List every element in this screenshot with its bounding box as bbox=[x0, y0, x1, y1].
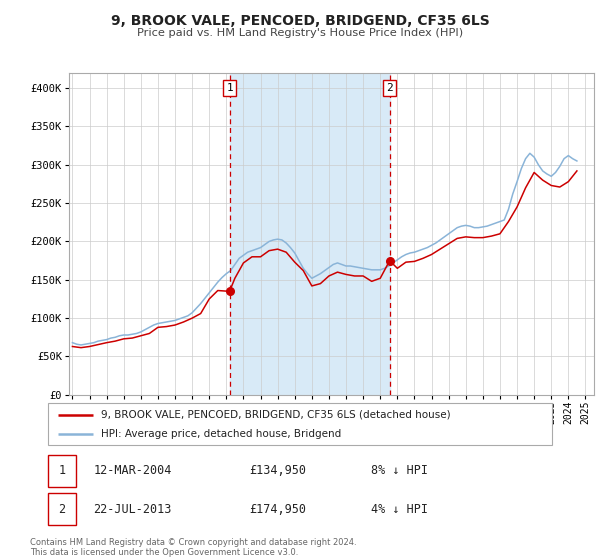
Bar bbox=[230, 73, 389, 395]
Text: HPI: Average price, detached house, Bridgend: HPI: Average price, detached house, Brid… bbox=[101, 429, 341, 439]
Text: 9, BROOK VALE, PENCOED, BRIDGEND, CF35 6LS (detached house): 9, BROOK VALE, PENCOED, BRIDGEND, CF35 6… bbox=[101, 409, 451, 419]
Text: 9, BROOK VALE, PENCOED, BRIDGEND, CF35 6LS: 9, BROOK VALE, PENCOED, BRIDGEND, CF35 6… bbox=[110, 14, 490, 28]
Text: 2: 2 bbox=[386, 83, 393, 93]
Text: 4% ↓ HPI: 4% ↓ HPI bbox=[371, 503, 428, 516]
Text: 1: 1 bbox=[226, 83, 233, 93]
Text: Contains HM Land Registry data © Crown copyright and database right 2024.
This d: Contains HM Land Registry data © Crown c… bbox=[30, 538, 356, 557]
Text: 8% ↓ HPI: 8% ↓ HPI bbox=[371, 464, 428, 478]
Text: £134,950: £134,950 bbox=[250, 464, 307, 478]
FancyBboxPatch shape bbox=[48, 455, 76, 487]
FancyBboxPatch shape bbox=[48, 493, 76, 525]
Text: 1: 1 bbox=[58, 464, 65, 478]
FancyBboxPatch shape bbox=[48, 403, 552, 445]
Text: Price paid vs. HM Land Registry's House Price Index (HPI): Price paid vs. HM Land Registry's House … bbox=[137, 28, 463, 38]
Text: £174,950: £174,950 bbox=[250, 503, 307, 516]
Text: 2: 2 bbox=[58, 503, 65, 516]
Text: 12-MAR-2004: 12-MAR-2004 bbox=[94, 464, 172, 478]
Text: 22-JUL-2013: 22-JUL-2013 bbox=[94, 503, 172, 516]
